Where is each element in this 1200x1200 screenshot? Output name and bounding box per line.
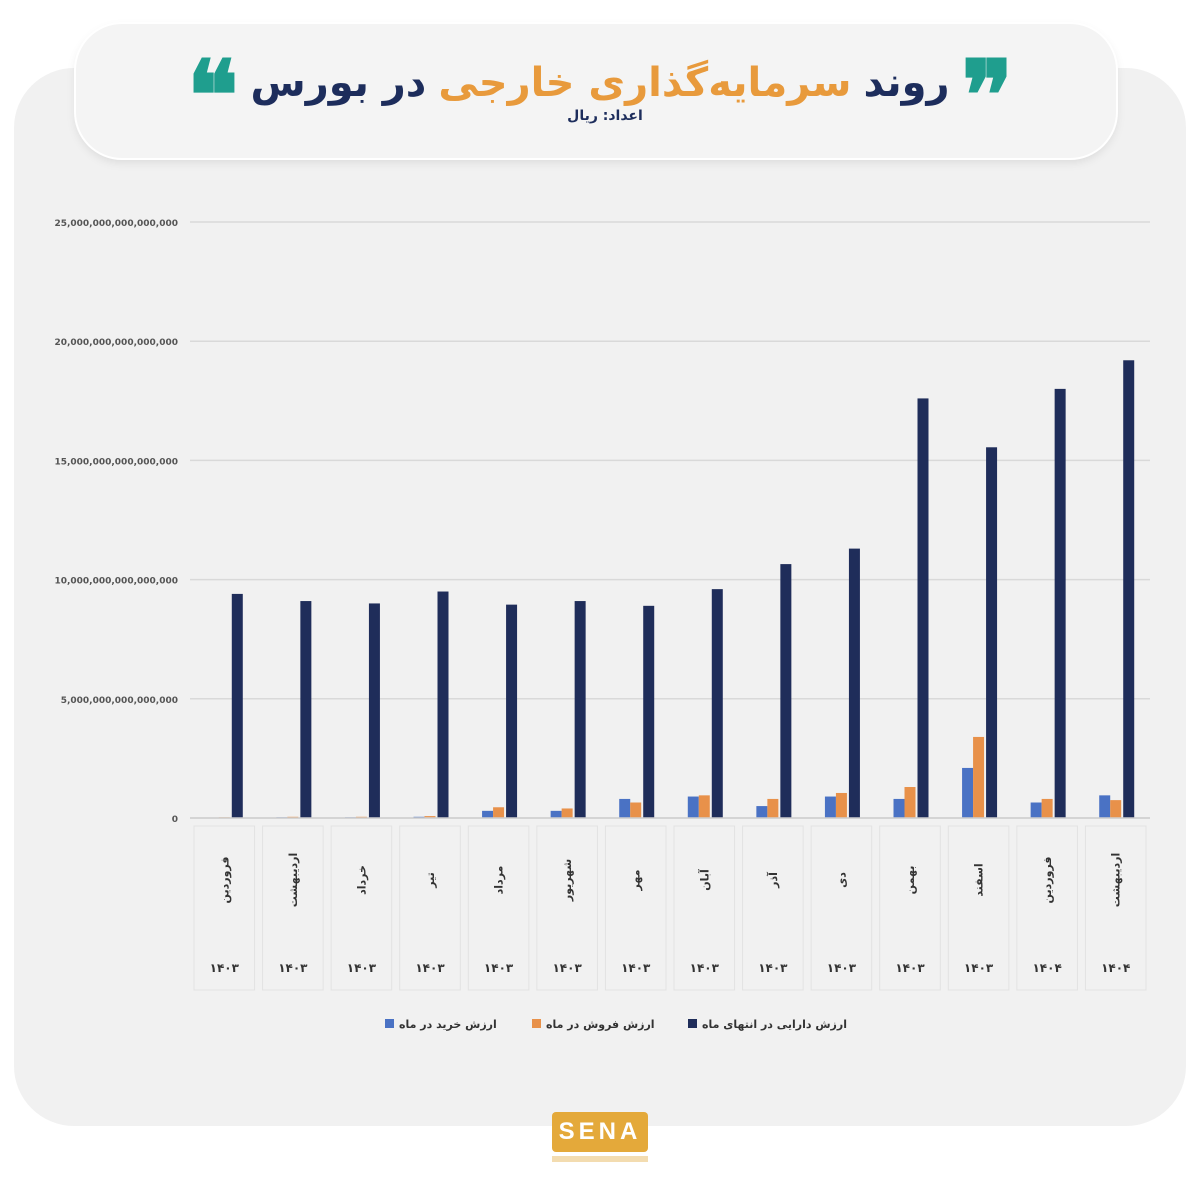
x-year-label: ۱۴۰۳ bbox=[415, 961, 445, 975]
holdings-bar bbox=[711, 589, 723, 818]
sell-bar bbox=[698, 795, 710, 818]
holdings-bar bbox=[231, 593, 243, 818]
sena-logo: SENA bbox=[552, 1112, 648, 1152]
x-month-label: تیر bbox=[424, 872, 437, 888]
category-cell bbox=[330, 825, 393, 991]
holdings-bar bbox=[368, 603, 380, 818]
legend-swatch bbox=[385, 1019, 394, 1028]
x-year-label: ۱۴۰۳ bbox=[552, 961, 582, 975]
category-cell bbox=[193, 825, 256, 991]
holdings-bar bbox=[437, 591, 449, 818]
holdings-bar bbox=[300, 601, 312, 818]
buy-bar bbox=[893, 798, 905, 818]
buy-bar bbox=[482, 810, 494, 818]
x-year-label: ۱۴۰۳ bbox=[895, 961, 925, 975]
category-cell bbox=[1084, 825, 1147, 991]
x-month-label: اردیبهشت bbox=[287, 853, 300, 907]
y-tick-label: 10,000,000,000,000,000 bbox=[54, 577, 178, 587]
category-cell bbox=[673, 825, 736, 991]
y-tick-label: 15,000,000,000,000,000 bbox=[54, 457, 178, 467]
title-banner bbox=[76, 24, 1116, 158]
y-tick-label: 20,000,000,000,000,000 bbox=[54, 338, 178, 348]
x-year-label: ۱۴۰۳ bbox=[758, 961, 788, 975]
x-month-label: مهر bbox=[630, 870, 643, 892]
legend-swatch bbox=[532, 1019, 541, 1028]
x-month-label: اردیبهشت bbox=[1110, 853, 1123, 907]
category-cell bbox=[742, 825, 804, 991]
category-cell bbox=[604, 825, 667, 991]
x-year-label: ۱۴۰۳ bbox=[621, 961, 651, 975]
sell-bar bbox=[904, 787, 916, 818]
x-year-label: ۱۴۰۳ bbox=[964, 961, 994, 975]
holdings-bar bbox=[1054, 388, 1066, 818]
category-cell bbox=[467, 825, 530, 991]
buy-bar bbox=[550, 810, 562, 818]
x-month-label: اسفند bbox=[973, 863, 986, 896]
x-month-label: بهمن bbox=[904, 866, 917, 895]
x-year-label: ۱۴۰۴ bbox=[1032, 961, 1061, 975]
category-cell bbox=[1016, 825, 1078, 991]
holdings-bar bbox=[574, 601, 586, 818]
title-part-3: در بورس bbox=[250, 60, 427, 106]
holdings-bar bbox=[848, 548, 860, 818]
holdings-bar bbox=[506, 604, 518, 818]
holdings-bar bbox=[780, 564, 792, 818]
logo-tagline bbox=[552, 1156, 648, 1162]
category-cell bbox=[262, 825, 324, 991]
category-cell bbox=[536, 825, 598, 991]
sell-bar bbox=[767, 798, 779, 818]
legend-label: ارزش فروش در ماه bbox=[546, 1018, 655, 1031]
x-month-label: فروردین bbox=[218, 857, 231, 904]
chart-subtitle: اعداد: ریال bbox=[567, 108, 643, 124]
buy-bar bbox=[824, 796, 836, 818]
legend-label: ارزش خرید در ماه bbox=[399, 1018, 497, 1031]
x-month-label: آذر bbox=[766, 872, 780, 889]
x-year-label: ۱۴۰۳ bbox=[347, 961, 377, 975]
sell-bar bbox=[424, 816, 436, 818]
x-year-label: ۱۴۰۳ bbox=[210, 961, 240, 975]
buy-bar bbox=[756, 806, 768, 818]
x-year-label: ۱۴۰۴ bbox=[1101, 961, 1130, 975]
holdings-bar bbox=[643, 605, 655, 818]
sell-bar bbox=[973, 736, 985, 818]
buy-bar bbox=[1099, 795, 1111, 818]
category-cell bbox=[879, 825, 941, 991]
x-month-label: مرداد bbox=[493, 866, 506, 895]
holdings-bar bbox=[986, 447, 998, 818]
x-month-label: فروردین bbox=[1041, 857, 1054, 904]
holdings-bar bbox=[917, 398, 929, 818]
legend-swatch bbox=[688, 1019, 697, 1028]
x-year-label: ۱۴۰۳ bbox=[278, 961, 308, 975]
title-part-2: سرمایه‌گذاری خارجی bbox=[438, 60, 852, 106]
buy-bar bbox=[1030, 802, 1042, 818]
sell-bar bbox=[1041, 798, 1053, 818]
x-year-label: ۱۴۰۳ bbox=[690, 961, 720, 975]
sell-bar bbox=[493, 807, 505, 818]
y-tick-label: 5,000,000,000,000,000 bbox=[61, 696, 178, 706]
x-year-label: ۱۴۰۳ bbox=[484, 961, 514, 975]
holdings-bar bbox=[1123, 360, 1135, 818]
y-tick-label: 0 bbox=[172, 815, 178, 825]
category-cell bbox=[399, 825, 461, 991]
sell-bar bbox=[1110, 800, 1122, 818]
sell-bar bbox=[561, 808, 573, 818]
x-month-label: خرداد bbox=[355, 865, 368, 895]
category-cell bbox=[810, 825, 873, 991]
sell-bar bbox=[835, 792, 847, 818]
sell-bar bbox=[630, 802, 642, 818]
legend-label: ارزش دارایی در انتهای ماه bbox=[702, 1018, 847, 1031]
x-month-label: دی bbox=[835, 872, 848, 888]
y-tick-label: 25,000,000,000,000,000 bbox=[54, 219, 178, 229]
title-part-1: روند bbox=[863, 60, 950, 106]
x-year-label: ۱۴۰۳ bbox=[827, 961, 857, 975]
buy-bar bbox=[687, 796, 699, 818]
category-cell bbox=[947, 825, 1010, 991]
x-month-label: آبان bbox=[697, 869, 711, 891]
buy-bar bbox=[962, 767, 974, 818]
x-month-label: شهریور bbox=[561, 859, 574, 902]
buy-bar bbox=[619, 798, 631, 818]
chart-title: ❞ روند سرمایه‌گذاری خارجی در بورس ❝ bbox=[0, 40, 1200, 144]
